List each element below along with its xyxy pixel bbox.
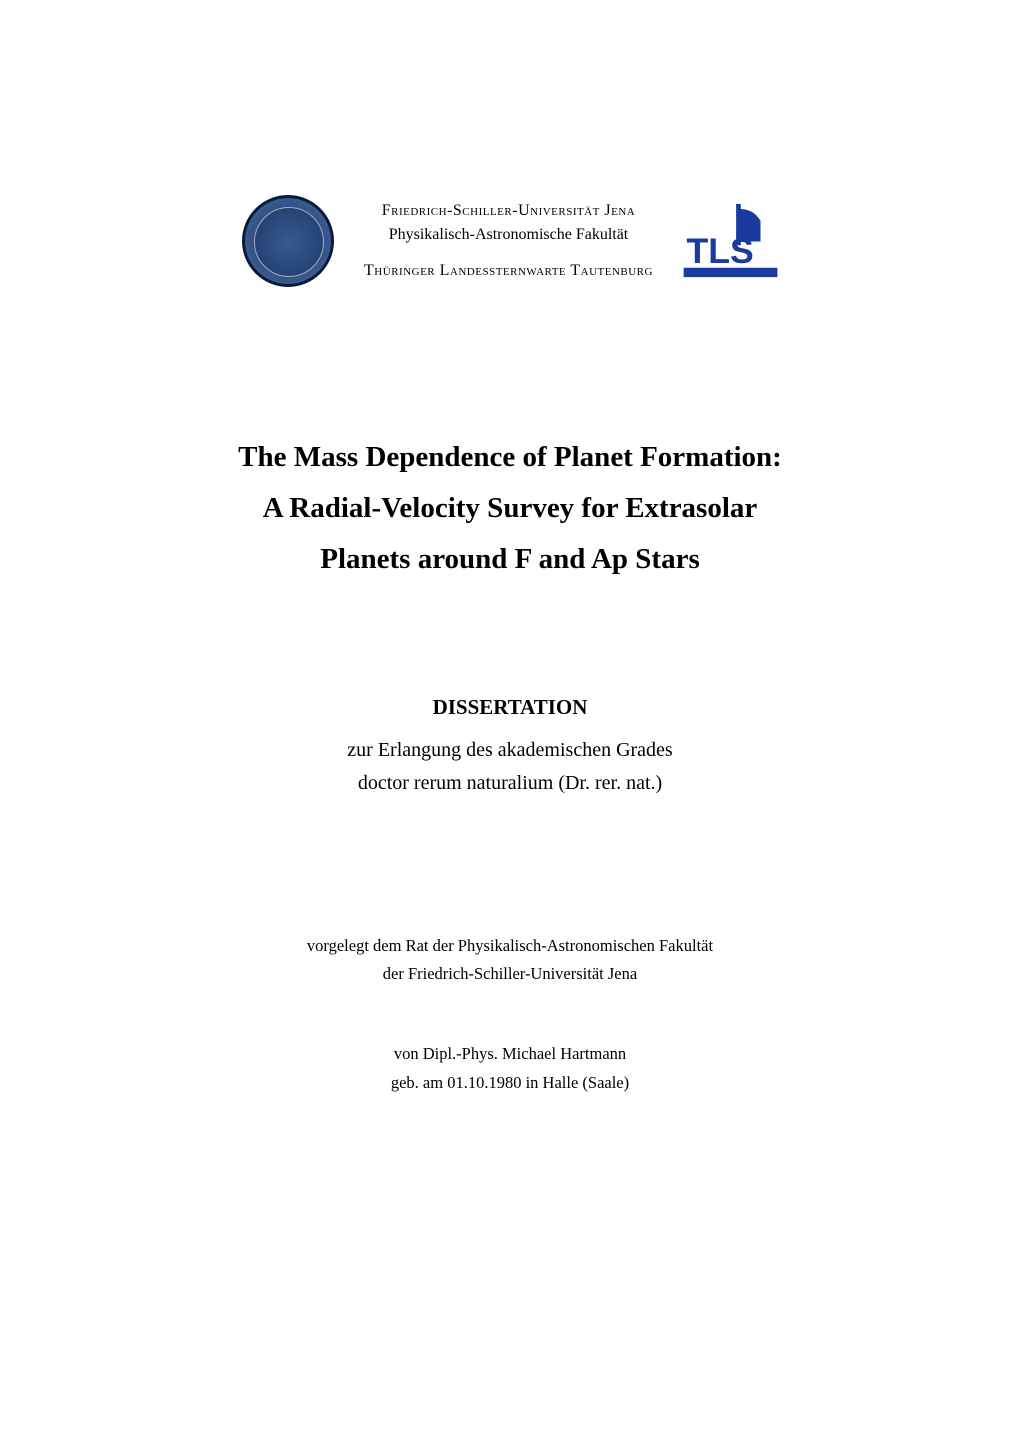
university-seal-icon xyxy=(242,195,334,287)
institution-name-3: Thüringer Landessternwarte Tautenburg xyxy=(364,262,653,280)
title-line-1: The Mass Dependence of Planet Formation: xyxy=(0,435,1020,480)
author-block: von Dipl.-Phys. Michael Hartmann geb. am… xyxy=(0,1040,1020,1098)
institution-name-1: Friedrich-Schiller-Universität Jena xyxy=(364,202,653,220)
header-section: Friedrich-Schiller-Universität Jena Phys… xyxy=(0,195,1020,287)
tls-logo-icon: TLS xyxy=(683,204,778,279)
tls-logo-text: TLS xyxy=(686,231,753,271)
institution-block: Friedrich-Schiller-Universität Jena Phys… xyxy=(364,202,653,280)
title-line-3: Planets around F and Ap Stars xyxy=(0,537,1020,582)
title-line-2: A Radial-Velocity Survey for Extrasolar xyxy=(0,486,1020,531)
author-line-1: von Dipl.-Phys. Michael Hartmann xyxy=(0,1040,1020,1069)
dissertation-block: DISSERTATION zur Erlangung des akademisc… xyxy=(0,695,1020,800)
submitted-line-1: vorgelegt dem Rat der Physikalisch-Astro… xyxy=(0,932,1020,960)
title-block: The Mass Dependence of Planet Formation:… xyxy=(0,435,1020,588)
author-line-2: geb. am 01.10.1980 in Halle (Saale) xyxy=(0,1069,1020,1098)
submitted-line-2: der Friedrich-Schiller-Universität Jena xyxy=(0,960,1020,988)
submitted-block: vorgelegt dem Rat der Physikalisch-Astro… xyxy=(0,932,1020,988)
dissertation-heading: DISSERTATION xyxy=(0,695,1020,720)
institution-name-2: Physikalisch-Astronomische Fakultät xyxy=(364,226,653,244)
dissertation-line-2: doctor rerum naturalium (Dr. rer. nat.) xyxy=(0,767,1020,800)
dissertation-line-1: zur Erlangung des akademischen Grades xyxy=(0,734,1020,767)
